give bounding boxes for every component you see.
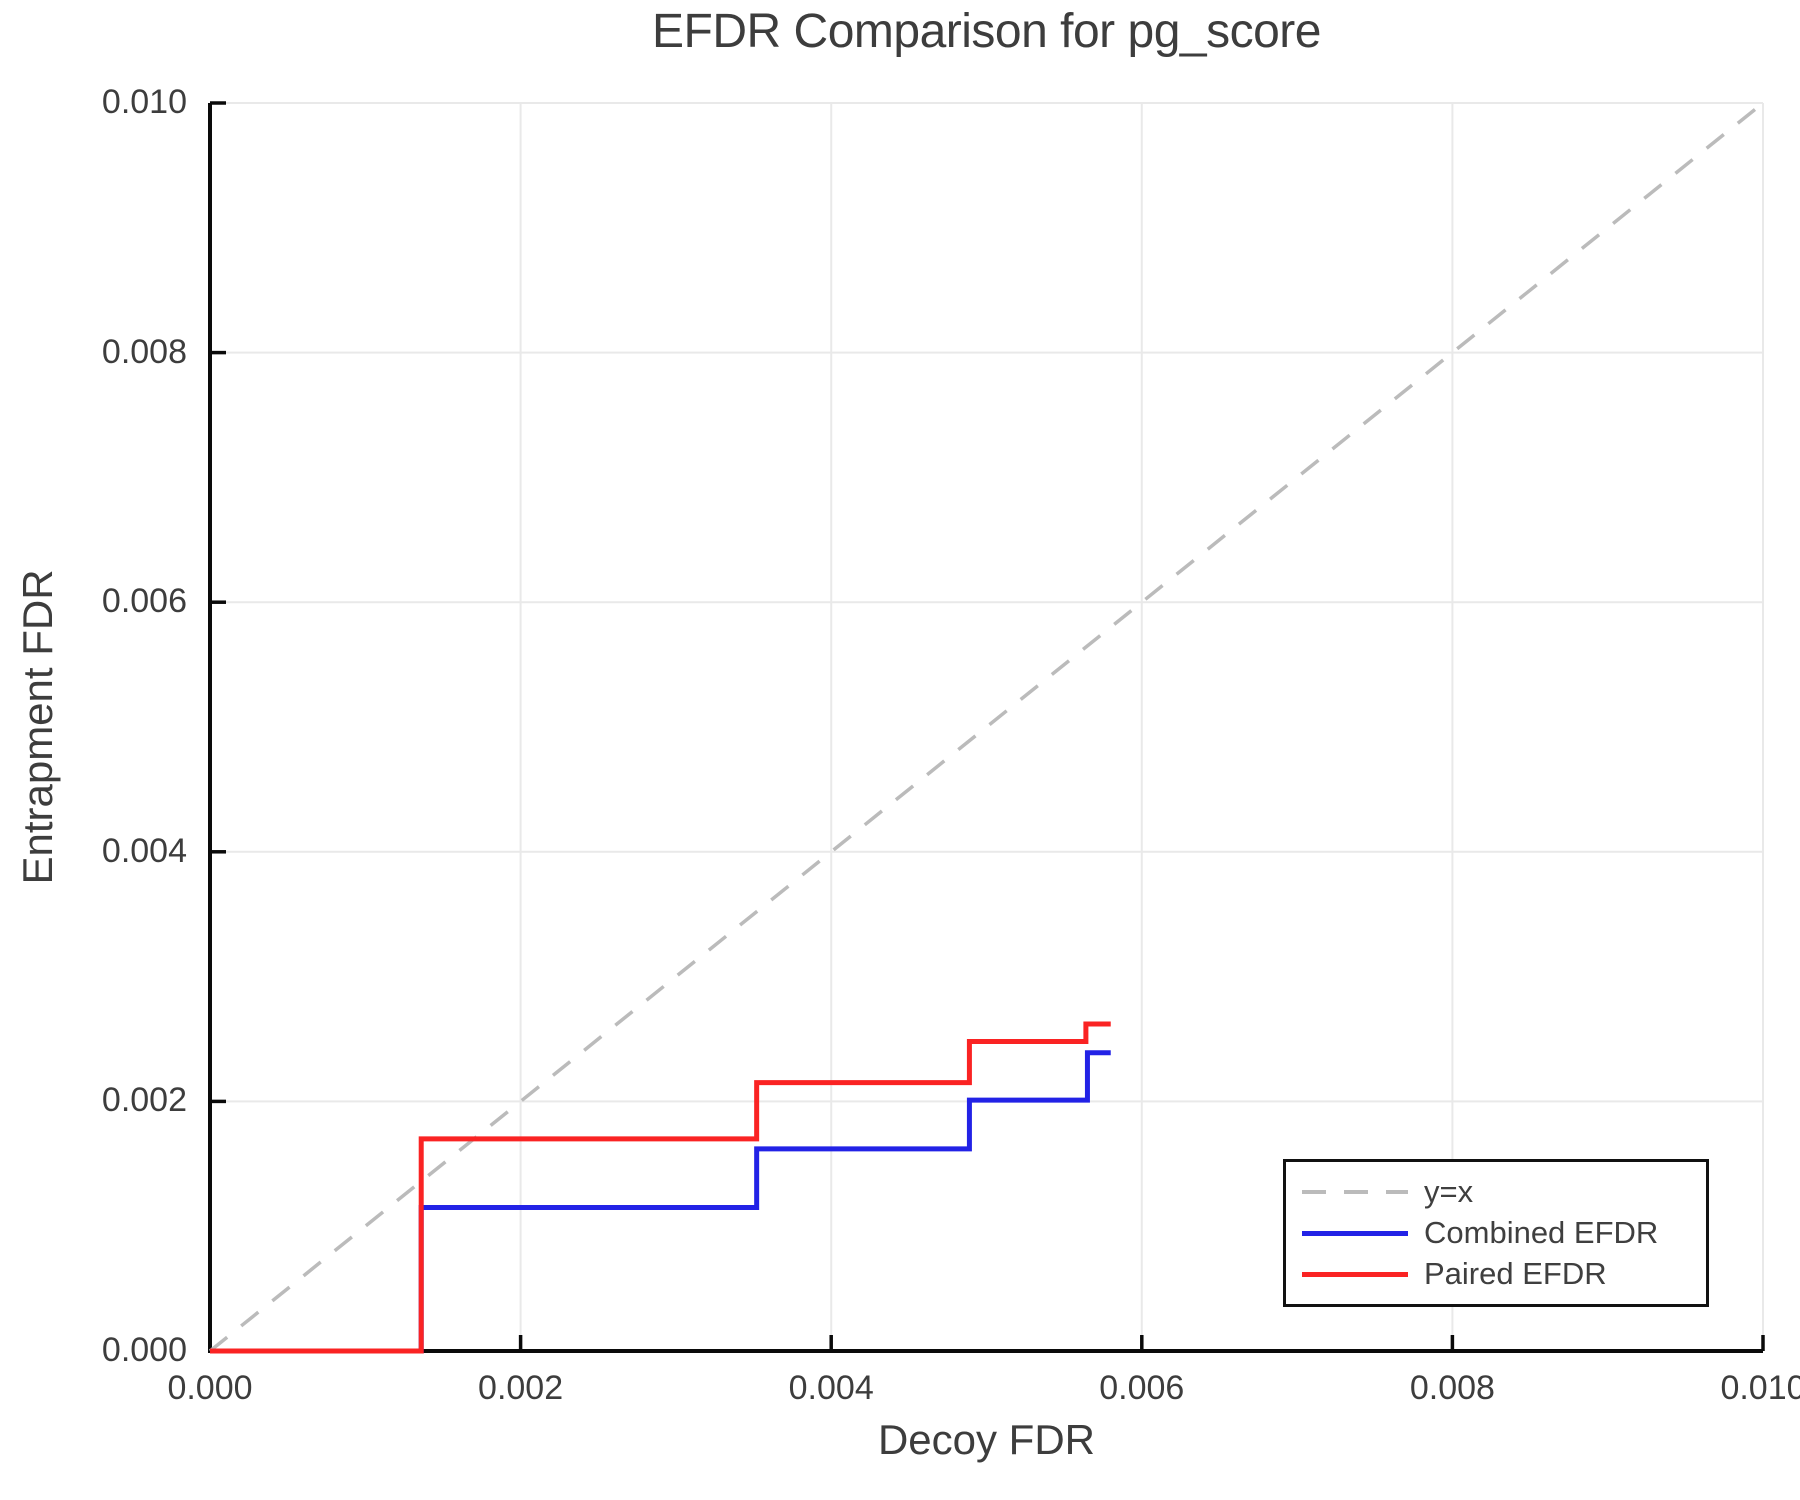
y-tick-label: 0.006 (101, 582, 187, 621)
legend-label-paired: Paired EFDR (1424, 1256, 1607, 1291)
x-tick-label: 0.004 (788, 1369, 874, 1407)
legend-label-combined: Combined EFDR (1424, 1215, 1659, 1250)
legend-label-yx: y=x (1424, 1174, 1474, 1209)
legend-swatch-dashed-line (1302, 1190, 1408, 1194)
legend-item-paired: Paired EFDR (1302, 1255, 1706, 1293)
y-tick-label: 0.010 (101, 83, 187, 121)
x-tick-label: 0.000 (167, 1369, 253, 1407)
legend-item-combined: Combined EFDR (1302, 1214, 1706, 1252)
y-tick-label: 0.004 (101, 831, 187, 870)
y-tick-label: 0.008 (101, 332, 187, 371)
legend-swatch-red-line (1302, 1271, 1408, 1277)
chart-title: EFDR Comparison for pg_score (652, 5, 1321, 58)
y-tick-label: 0.000 (101, 1331, 187, 1369)
x-tick-label: 0.010 (1720, 1369, 1800, 1407)
x-tick-label: 0.002 (478, 1369, 564, 1407)
legend-swatch-blue-line (1302, 1230, 1408, 1236)
legend-item-yx: y=x (1302, 1173, 1706, 1211)
x-tick-label: 0.008 (1409, 1369, 1495, 1407)
x-axis-label: Decoy FDR (877, 1416, 1096, 1463)
y-tick-label: 0.002 (101, 1081, 187, 1120)
legend: y=x Combined EFDR Paired EFDR (1283, 1159, 1709, 1307)
x-tick-label: 0.006 (1099, 1369, 1185, 1407)
